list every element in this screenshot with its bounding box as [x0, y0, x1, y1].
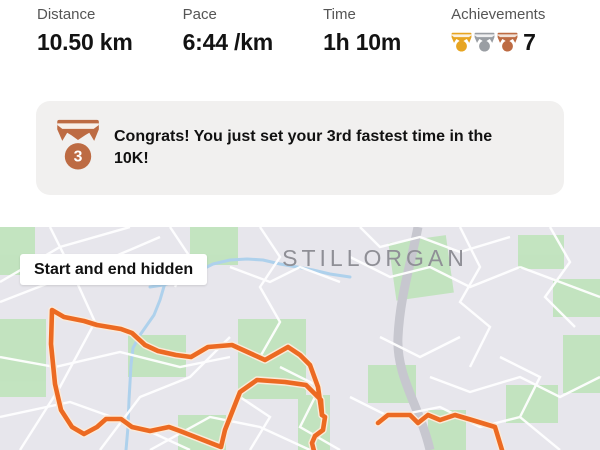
- svg-text:3: 3: [74, 148, 83, 165]
- svg-text:STILLORGAN: STILLORGAN: [282, 245, 468, 271]
